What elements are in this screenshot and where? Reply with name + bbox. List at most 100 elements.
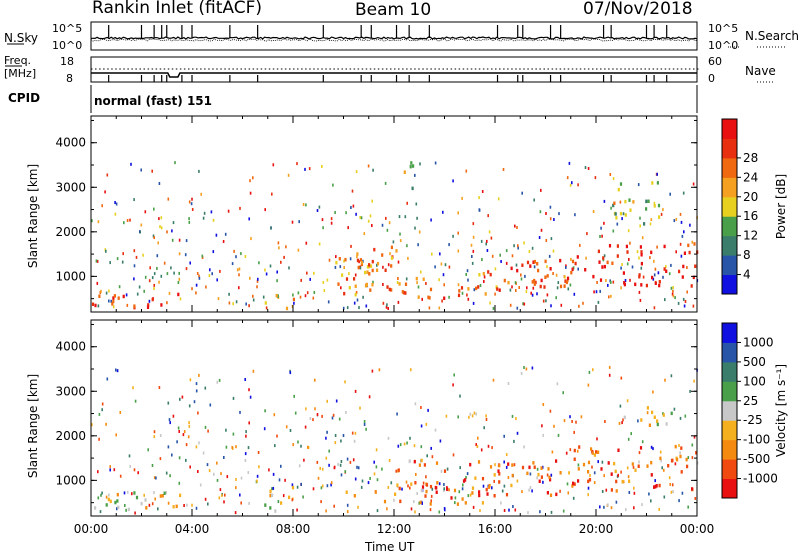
scatter-cell	[575, 420, 577, 424]
scatter-cell	[354, 431, 357, 435]
scatter-cell	[523, 241, 525, 245]
scatter-cell	[125, 508, 127, 512]
scatter-cell	[518, 286, 520, 289]
scatter-cell	[228, 292, 230, 296]
scatter-cell	[363, 232, 366, 236]
scatter-cell	[207, 502, 209, 506]
scatter-cell	[317, 476, 320, 480]
scatter-cell	[416, 492, 418, 495]
blob-cell	[573, 482, 576, 486]
scatter-cell	[126, 219, 129, 222]
scatter-cell	[375, 448, 378, 452]
velocity-panel-frame	[90, 319, 698, 517]
blob-cell	[280, 501, 283, 505]
scatter-cell	[663, 468, 665, 472]
blob-cell	[105, 503, 108, 507]
scatter-cell	[430, 446, 432, 450]
scatter-cell	[178, 277, 181, 281]
scatter-cell	[249, 395, 252, 399]
scatter-cell	[466, 293, 468, 297]
blob-cell	[547, 467, 550, 471]
scatter-cell	[626, 262, 629, 266]
blob-cell	[640, 418, 643, 422]
scatter-cell	[571, 420, 573, 423]
scatter-cell	[289, 429, 292, 432]
scatter-cell	[406, 244, 408, 248]
scatter-cell	[344, 380, 346, 384]
blob-cell	[140, 501, 143, 506]
scatter-cell	[125, 293, 128, 297]
blob-cell	[364, 270, 367, 275]
scatter-cell	[420, 424, 423, 428]
scatter-cell	[158, 386, 161, 389]
blob-cell	[639, 245, 642, 249]
scatter-cell	[225, 428, 227, 432]
scatter-cell	[349, 257, 352, 261]
scatter-cell	[156, 267, 158, 270]
velocity-colorbar-swatch	[722, 323, 737, 343]
scatter-cell	[485, 242, 487, 246]
date-title: 07/Nov/2018	[583, 0, 693, 19]
blob-cell	[643, 222, 646, 226]
scatter-cell	[489, 301, 491, 305]
blob-cell	[410, 482, 413, 486]
scatter-cell	[652, 277, 655, 281]
scatter-cell	[628, 491, 631, 494]
scatter-cell	[358, 306, 360, 310]
scatter-cell	[405, 277, 408, 281]
scatter-cell	[669, 482, 671, 486]
scatter-cell	[431, 487, 434, 491]
scatter-cell	[671, 292, 674, 296]
scatter-cell	[223, 500, 225, 504]
scatter-cell	[562, 391, 564, 395]
scatter-cell	[399, 239, 402, 243]
blob-cell	[146, 305, 150, 309]
scatter-cell	[593, 471, 596, 475]
scatter-cell	[195, 506, 198, 510]
scatter-cell	[546, 265, 548, 269]
scatter-cell	[568, 471, 570, 475]
scatter-cell	[143, 289, 145, 293]
scatter-cell	[552, 249, 555, 253]
scatter-cell	[545, 239, 548, 242]
blob-cell	[474, 476, 477, 480]
scatter-cell	[178, 430, 180, 433]
scatter-cell	[430, 494, 433, 498]
scatter-cell	[386, 507, 388, 511]
scatter-cell	[419, 162, 421, 166]
scatter-cell	[321, 414, 323, 418]
scatter-cell	[272, 486, 275, 490]
scatter-cell	[126, 303, 129, 307]
scatter-cell	[227, 209, 230, 213]
scatter-cell	[248, 304, 250, 308]
scatter-cell	[232, 396, 235, 400]
scatter-cell	[511, 254, 514, 258]
scatter-cell	[528, 488, 530, 492]
blob-cell	[112, 299, 115, 304]
blob-cell	[269, 489, 272, 494]
power-colorbar-swatch	[722, 274, 737, 295]
scatter-cell	[207, 429, 209, 433]
scatter-cell	[199, 483, 202, 487]
blob-cell	[354, 284, 357, 288]
scatter-cell	[416, 216, 418, 220]
blob-cell	[366, 265, 369, 269]
blob-cell	[683, 251, 686, 255]
scatter-cell	[307, 445, 309, 449]
scatter-cell	[471, 261, 474, 265]
scatter-cell	[426, 454, 428, 458]
scatter-cell	[189, 465, 191, 469]
scatter-cell	[638, 451, 641, 455]
scatter-cell	[332, 183, 334, 187]
blob-cell	[408, 459, 411, 463]
scatter-cell	[681, 491, 684, 495]
blob-cell	[415, 276, 418, 281]
scatter-cell	[553, 218, 555, 221]
scatter-cell	[185, 267, 188, 271]
scatter-cell	[360, 216, 363, 220]
blob-cell	[629, 208, 632, 212]
scatter-cell	[520, 277, 523, 281]
cpid-mode: normal (fast) 151	[94, 94, 212, 108]
scatter-cell	[283, 255, 285, 259]
scatter-cell	[541, 424, 543, 428]
